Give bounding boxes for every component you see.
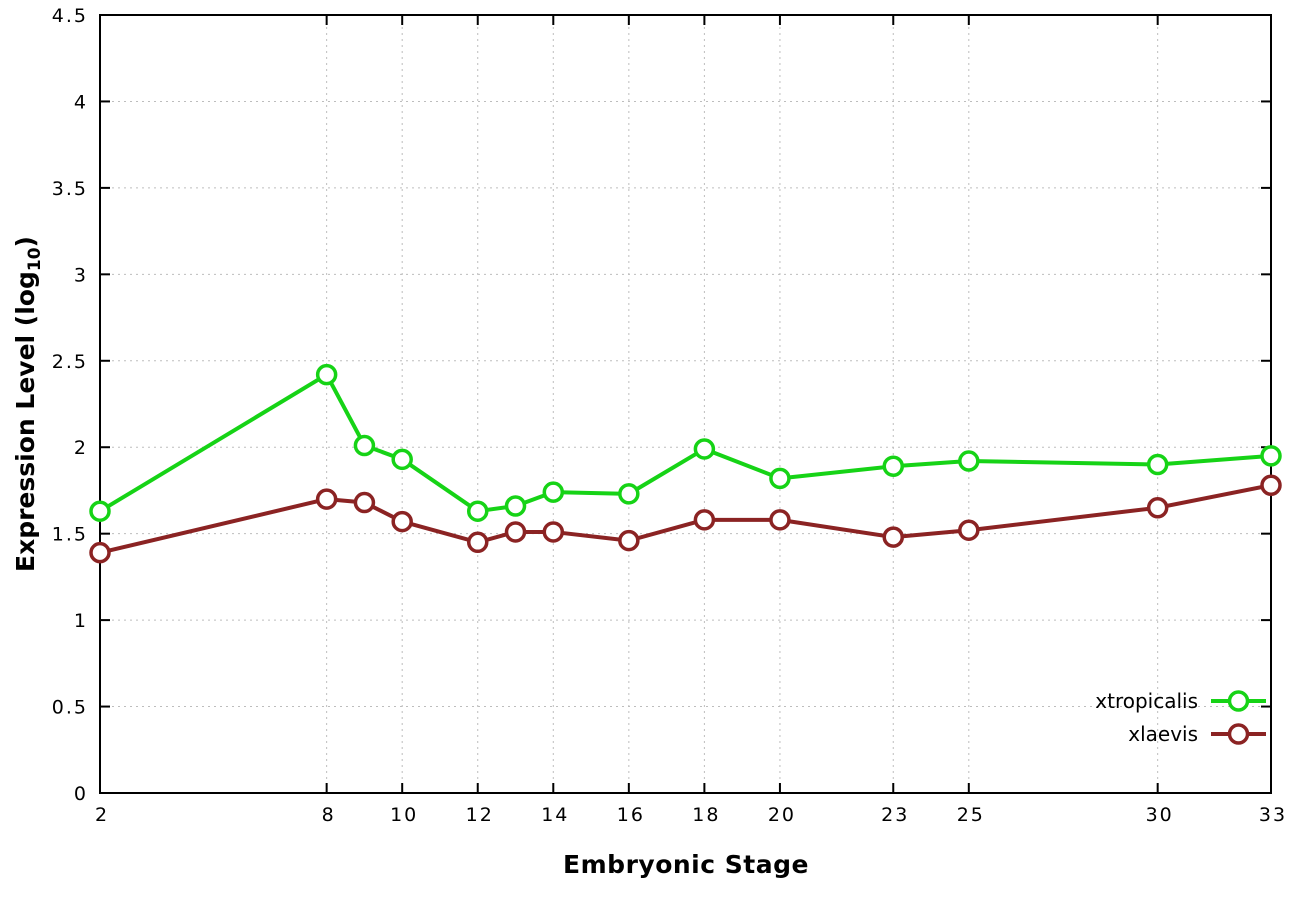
data-point-marker-xlaevis xyxy=(315,488,338,510)
data-point-marker-xtropicalis xyxy=(391,448,413,471)
y-tick-label: 4.5 xyxy=(52,5,88,27)
data-point-marker-xtropicalis xyxy=(1146,453,1169,476)
x-tick-label: 20 xyxy=(768,804,796,826)
data-point-marker-xlaevis xyxy=(1146,496,1169,519)
data-point-marker-xlaevis xyxy=(504,521,527,543)
data-point-marker-xtropicalis xyxy=(958,450,980,472)
data-point-marker-xtropicalis xyxy=(353,434,376,457)
data-point-marker-xlaevis xyxy=(618,529,640,552)
data-point-marker-xlaevis xyxy=(693,509,716,531)
data-point-marker-xlaevis xyxy=(542,521,565,543)
legend-label-xtropicalis: xtropicalis xyxy=(1095,689,1198,713)
x-axis-label: Embryonic Stage xyxy=(563,850,809,879)
x-tick-label: 2 xyxy=(95,804,109,826)
x-tick-label: 18 xyxy=(692,804,720,826)
data-point-marker-xlaevis xyxy=(89,541,111,564)
x-tick-label: 30 xyxy=(1146,804,1174,826)
y-tick-label: 0.5 xyxy=(52,697,88,719)
x-tick-label: 16 xyxy=(617,804,645,826)
y-tick-label: 1 xyxy=(74,610,88,632)
data-point-marker-xlaevis xyxy=(882,526,905,548)
y-axis-label-text: Expression Level (log xyxy=(11,271,40,572)
data-point-marker-xlaevis xyxy=(958,519,980,541)
data-point-marker-xtropicalis xyxy=(693,438,716,460)
data-point-marker-xtropicalis xyxy=(504,495,527,517)
legend-marker-xtropicalis xyxy=(1227,690,1250,712)
legend-marker-xlaevis xyxy=(1227,723,1250,745)
data-point-marker-xtropicalis xyxy=(1260,445,1282,467)
data-point-marker-xtropicalis xyxy=(466,500,489,522)
x-tick-label: 8 xyxy=(322,804,336,826)
y-axis-label-close: ) xyxy=(11,236,40,248)
x-tick-label: 25 xyxy=(957,804,985,826)
y-tick-label: 1.5 xyxy=(52,524,88,546)
data-point-marker-xtropicalis xyxy=(89,500,111,522)
plot-border xyxy=(99,14,1272,794)
y-tick-label: 2 xyxy=(74,437,88,459)
data-point-marker-xtropicalis xyxy=(882,455,905,477)
data-point-marker-xtropicalis xyxy=(769,467,791,490)
y-axis-label-subscript: 10 xyxy=(25,247,45,272)
x-tick-label: 12 xyxy=(466,804,494,826)
data-point-marker-xlaevis xyxy=(466,531,489,554)
series-line-xtropicalis xyxy=(98,372,1273,514)
data-point-marker-xlaevis xyxy=(1260,474,1282,497)
x-tick-label: 23 xyxy=(881,804,909,826)
data-point-marker-xtropicalis xyxy=(618,483,640,505)
y-tick-label: 3.5 xyxy=(52,178,88,200)
data-point-marker-xlaevis xyxy=(769,509,791,531)
data-point-marker-xlaevis xyxy=(391,510,413,533)
x-tick-label: 33 xyxy=(1259,804,1287,826)
series-line-xlaevis xyxy=(98,483,1273,555)
x-tick-label: 10 xyxy=(390,804,418,826)
y-tick-label: 4 xyxy=(74,91,88,113)
y-axis-label: Expression Level (log10) xyxy=(11,236,45,572)
data-point-marker-xlaevis xyxy=(353,491,376,514)
y-tick-label: 3 xyxy=(74,264,88,286)
data-point-marker-xtropicalis xyxy=(315,363,338,386)
y-tick-label: 2.5 xyxy=(52,351,88,373)
data-point-marker-xtropicalis xyxy=(542,481,565,503)
legend-label-xlaevis: xlaevis xyxy=(1128,722,1198,746)
y-tick-label: 0 xyxy=(74,783,88,805)
x-tick-label: 14 xyxy=(541,804,569,826)
